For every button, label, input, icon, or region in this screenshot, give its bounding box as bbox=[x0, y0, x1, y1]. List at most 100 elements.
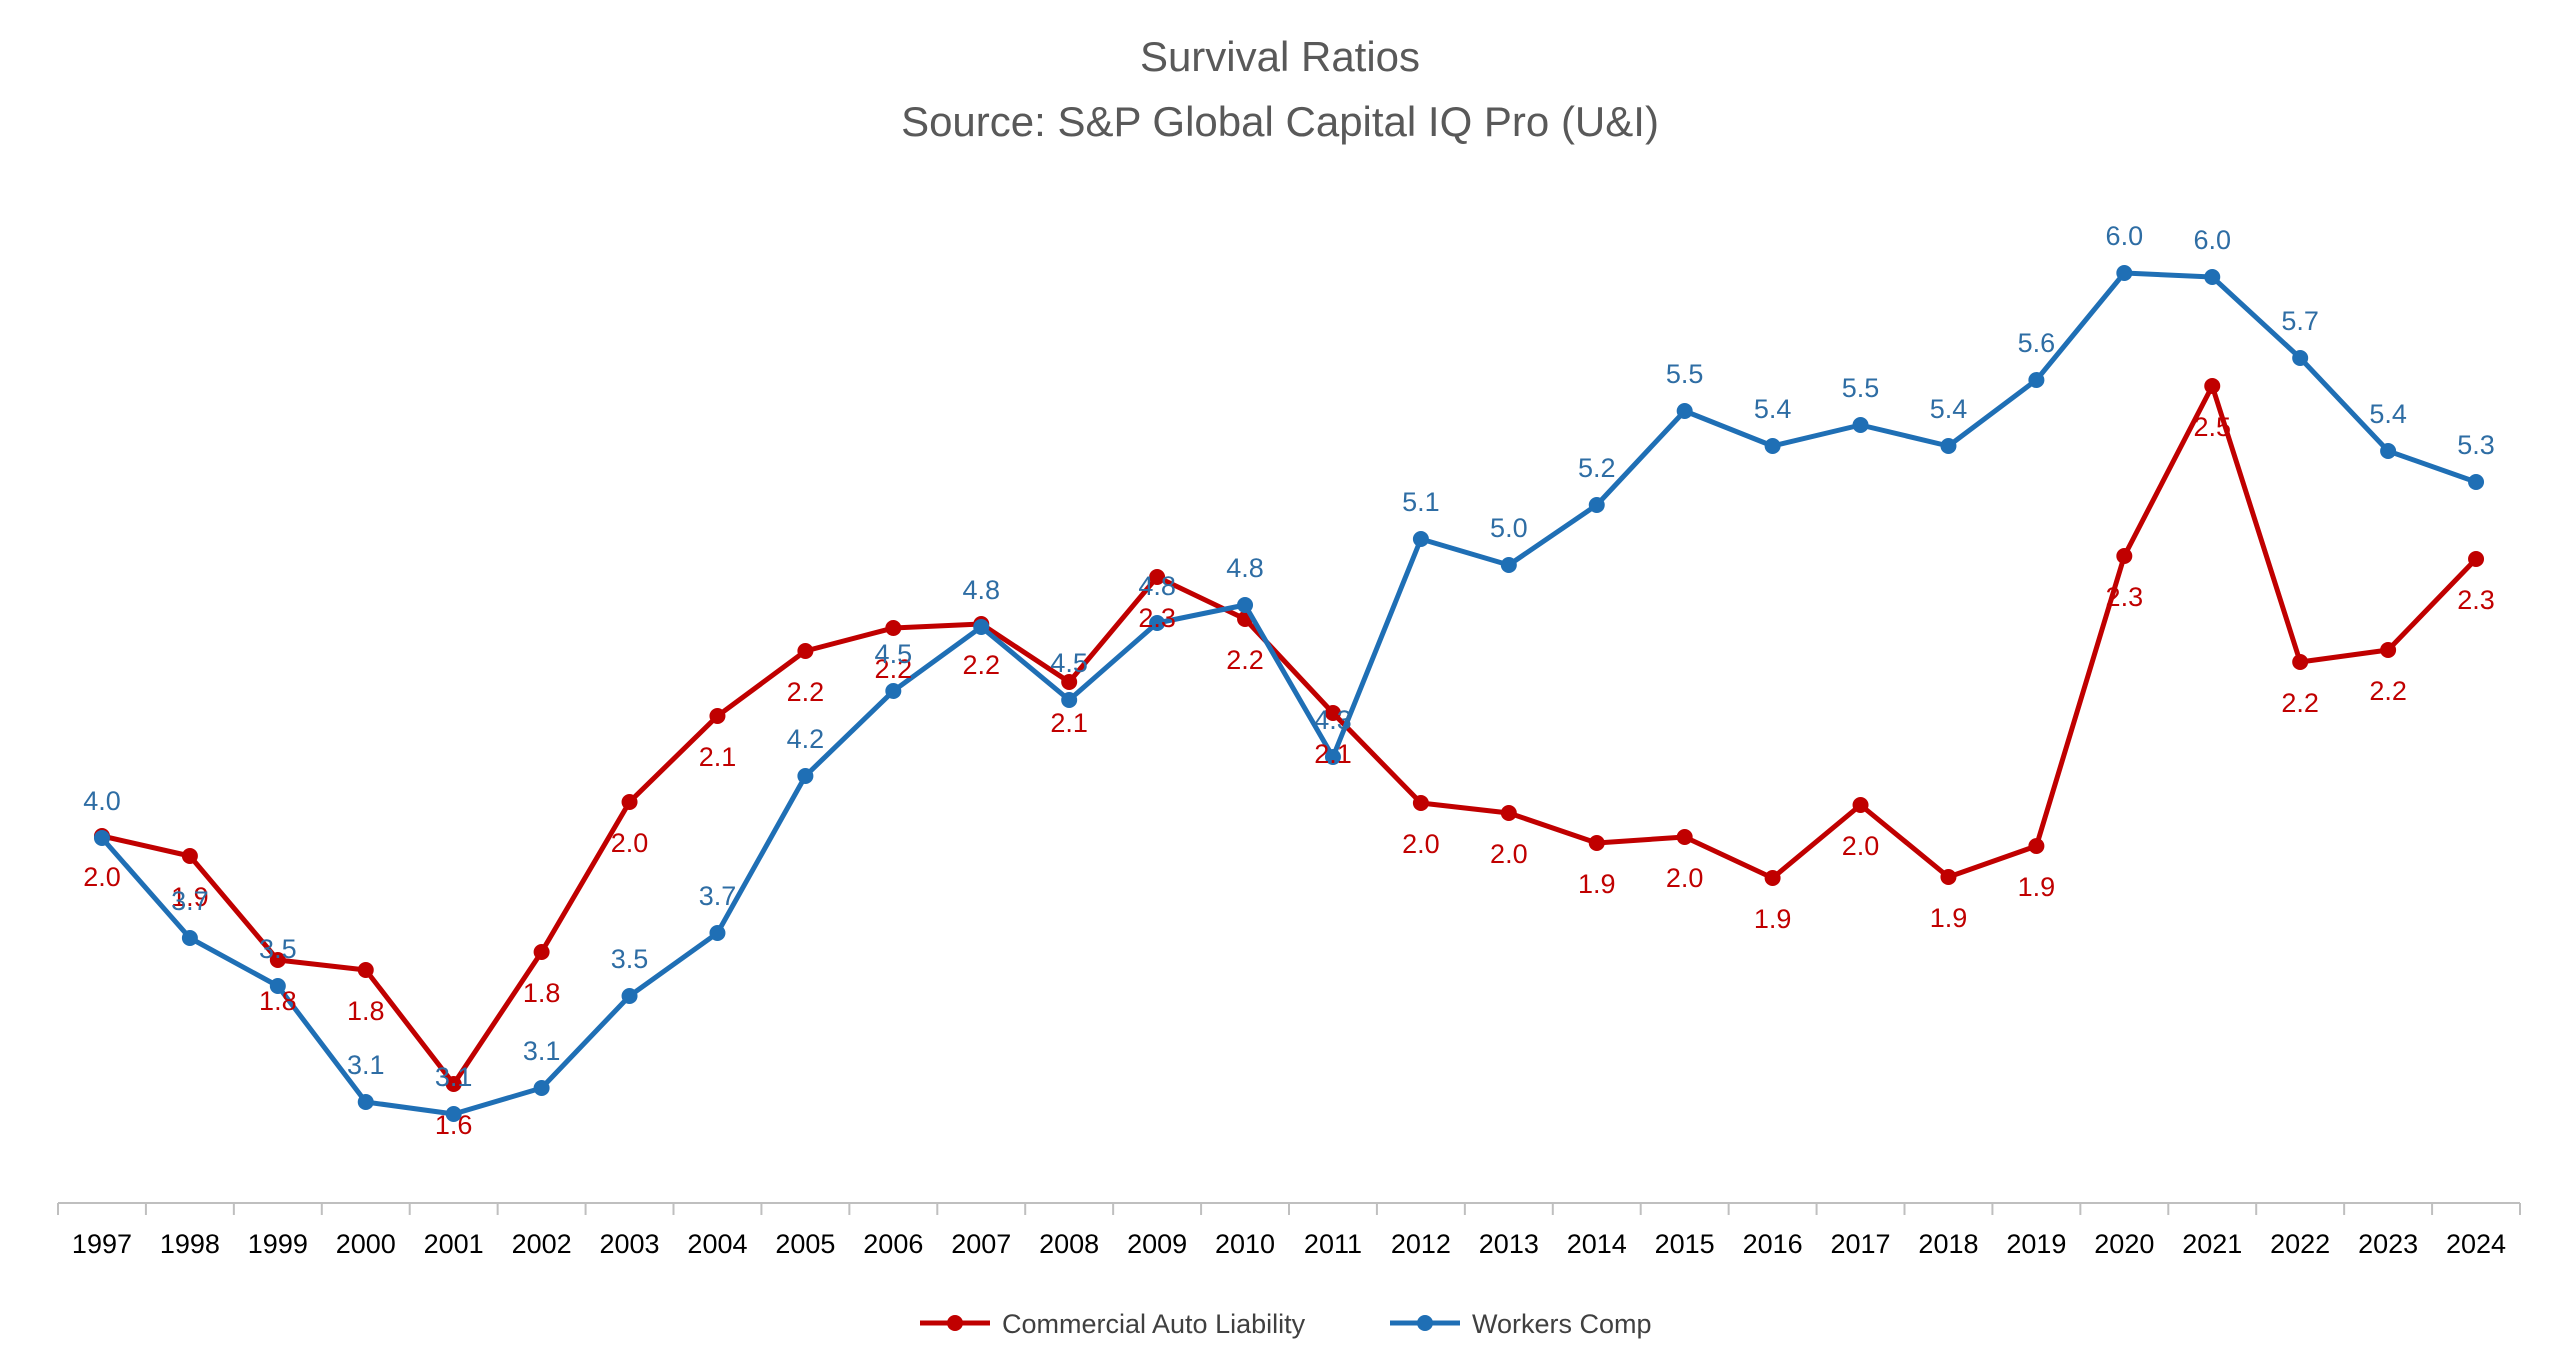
data-point-commercial-auto-liability bbox=[1149, 569, 1166, 585]
data-point-commercial-auto-liability bbox=[1764, 870, 1781, 886]
data-label-workers-comp: 5.4 bbox=[1754, 394, 1792, 424]
data-label-commercial-auto-liability: 1.9 bbox=[1578, 869, 1616, 899]
data-label-workers-comp: 4.5 bbox=[875, 639, 913, 669]
data-label-commercial-auto-liability: 2.0 bbox=[1666, 863, 1704, 893]
x-tick-label: 2009 bbox=[1127, 1229, 1187, 1259]
series-lines bbox=[93, 265, 2485, 1122]
data-label-workers-comp: 5.4 bbox=[2369, 399, 2407, 429]
data-label-commercial-auto-liability: 1.9 bbox=[2018, 872, 2056, 902]
data-label-commercial-auto-liability: 1.8 bbox=[259, 986, 297, 1016]
data-point-commercial-auto-liability bbox=[621, 794, 638, 810]
x-tick-label: 2007 bbox=[951, 1229, 1011, 1259]
data-label-commercial-auto-liability: 2.5 bbox=[2193, 412, 2231, 442]
data-point-workers-comp bbox=[2116, 265, 2133, 281]
x-tick-label: 2010 bbox=[1215, 1229, 1275, 1259]
data-point-workers-comp bbox=[1149, 615, 1166, 631]
data-label-workers-comp: 5.0 bbox=[1490, 513, 1528, 543]
data-label-commercial-auto-liability: 1.8 bbox=[347, 996, 385, 1026]
data-point-workers-comp bbox=[1412, 531, 1429, 547]
data-point-workers-comp bbox=[93, 830, 110, 846]
data-point-commercial-auto-liability bbox=[2380, 642, 2397, 658]
x-tick-label: 2000 bbox=[336, 1229, 396, 1259]
data-point-workers-comp bbox=[1852, 417, 1869, 433]
data-point-workers-comp bbox=[1676, 403, 1693, 419]
data-label-workers-comp: 6.0 bbox=[2193, 225, 2231, 255]
data-point-commercial-auto-liability bbox=[533, 944, 550, 960]
data-point-workers-comp bbox=[885, 683, 902, 699]
chart-title: Survival Ratios bbox=[1139, 33, 1421, 80]
legend-label: Commercial Auto Liability bbox=[1002, 1309, 1306, 1339]
legend-swatch-marker bbox=[1417, 1315, 1433, 1331]
x-tick-label: 2020 bbox=[2094, 1229, 2154, 1259]
data-point-commercial-auto-liability bbox=[1324, 705, 1341, 721]
x-tick-label: 1999 bbox=[248, 1229, 308, 1259]
data-point-workers-comp bbox=[357, 1094, 374, 1110]
x-tick-label: 1997 bbox=[72, 1229, 132, 1259]
data-label-workers-comp: 4.2 bbox=[787, 724, 825, 754]
data-label-commercial-auto-liability: 2.1 bbox=[1314, 739, 1352, 769]
data-label-commercial-auto-liability: 2.1 bbox=[1050, 708, 1088, 738]
data-point-workers-comp bbox=[621, 988, 638, 1004]
data-label-commercial-auto-liability: 2.0 bbox=[1842, 831, 1880, 861]
data-label-workers-comp: 4.5 bbox=[1050, 648, 1088, 678]
data-label-workers-comp: 4.0 bbox=[83, 786, 121, 816]
data-point-commercial-auto-liability bbox=[2116, 548, 2133, 564]
x-tick-label: 2016 bbox=[1743, 1229, 1803, 1259]
data-point-commercial-auto-liability bbox=[1061, 674, 1078, 690]
data-point-commercial-auto-liability bbox=[269, 952, 286, 968]
data-label-workers-comp: 5.5 bbox=[1666, 359, 1704, 389]
x-tick-label: 2024 bbox=[2446, 1229, 2506, 1259]
x-tick-label: 2018 bbox=[1918, 1229, 1978, 1259]
x-tick-label: 2011 bbox=[1304, 1229, 1362, 1259]
data-label-workers-comp: 6.0 bbox=[2106, 221, 2144, 251]
data-point-workers-comp bbox=[1061, 692, 1078, 708]
data-label-workers-comp: 3.7 bbox=[171, 886, 209, 916]
data-point-workers-comp bbox=[797, 768, 814, 784]
series-line-workers-comp bbox=[100, 270, 2477, 1117]
data-point-workers-comp bbox=[445, 1106, 462, 1122]
data-point-workers-comp bbox=[1588, 497, 1605, 513]
x-tick-label: 2005 bbox=[775, 1229, 835, 1259]
data-point-workers-comp bbox=[2468, 474, 2485, 490]
data-label-workers-comp: 4.8 bbox=[962, 575, 1000, 605]
data-point-workers-comp bbox=[2380, 443, 2397, 459]
data-point-workers-comp bbox=[2028, 372, 2045, 388]
data-point-workers-comp bbox=[1940, 438, 1957, 454]
data-label-workers-comp: 3.1 bbox=[347, 1050, 385, 1080]
data-label-commercial-auto-liability: 2.0 bbox=[1490, 839, 1528, 869]
x-tick-label: 2002 bbox=[512, 1229, 572, 1259]
x-tick-label: 2014 bbox=[1567, 1229, 1627, 1259]
data-label-commercial-auto-liability: 2.0 bbox=[83, 862, 121, 892]
data-label-workers-comp: 5.7 bbox=[2281, 306, 2319, 336]
data-point-commercial-auto-liability bbox=[1588, 835, 1605, 851]
data-point-commercial-auto-liability bbox=[357, 962, 374, 978]
data-point-workers-comp bbox=[973, 619, 990, 635]
data-label-commercial-auto-liability: 2.2 bbox=[2369, 676, 2407, 706]
data-label-commercial-auto-liability: 2.2 bbox=[787, 677, 825, 707]
x-tick-label: 2003 bbox=[599, 1229, 659, 1259]
data-label-workers-comp: 5.3 bbox=[2457, 430, 2495, 460]
data-label-workers-comp: 5.2 bbox=[1578, 453, 1616, 483]
x-tick-label: 2023 bbox=[2358, 1229, 2418, 1259]
legend-item-workers-comp: Workers Comp bbox=[1390, 1309, 1652, 1339]
data-label-commercial-auto-liability: 2.2 bbox=[1226, 645, 1264, 675]
data-label-workers-comp: 4.3 bbox=[1314, 705, 1352, 735]
data-point-commercial-auto-liability bbox=[2468, 551, 2485, 567]
data-label-workers-comp: 3.1 bbox=[523, 1036, 561, 1066]
data-point-workers-comp bbox=[1324, 749, 1341, 765]
x-tick-label: 2008 bbox=[1039, 1229, 1099, 1259]
x-tick-label: 2001 bbox=[424, 1229, 484, 1259]
x-tick-label: 2019 bbox=[2006, 1229, 2066, 1259]
data-point-workers-comp bbox=[1500, 557, 1517, 573]
legend-item-commercial-auto-liability: Commercial Auto Liability bbox=[920, 1309, 1306, 1339]
data-label-commercial-auto-liability: 1.9 bbox=[1754, 904, 1792, 934]
data-point-workers-comp bbox=[533, 1080, 550, 1096]
data-point-workers-comp bbox=[269, 978, 286, 994]
data-label-workers-comp: 5.5 bbox=[1842, 373, 1880, 403]
data-point-commercial-auto-liability bbox=[885, 620, 902, 636]
data-point-commercial-auto-liability bbox=[797, 643, 814, 659]
data-point-commercial-auto-liability bbox=[2028, 838, 2045, 854]
x-tick-label: 2021 bbox=[2182, 1229, 2242, 1259]
